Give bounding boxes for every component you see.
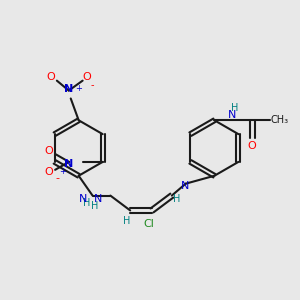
Text: +: +	[75, 84, 82, 93]
Text: H: H	[173, 194, 180, 203]
Text: O: O	[45, 167, 54, 177]
Text: O: O	[45, 146, 54, 156]
Text: H: H	[83, 197, 90, 208]
Text: O: O	[46, 72, 55, 82]
Text: N: N	[64, 159, 74, 169]
Text: H: H	[122, 216, 130, 226]
Text: N: N	[94, 194, 103, 203]
Text: N: N	[181, 181, 189, 191]
Text: N: N	[64, 84, 74, 94]
Text: H: H	[230, 103, 238, 113]
Text: O: O	[82, 72, 91, 82]
Text: O: O	[248, 141, 256, 151]
Text: N: N	[228, 110, 236, 120]
Text: Cl: Cl	[144, 219, 154, 229]
Text: CH₃: CH₃	[271, 115, 289, 125]
Text: N: N	[78, 194, 87, 203]
Text: -: -	[91, 80, 94, 90]
Text: -: -	[55, 173, 59, 183]
Text: +: +	[60, 167, 67, 176]
Text: H: H	[91, 202, 98, 212]
